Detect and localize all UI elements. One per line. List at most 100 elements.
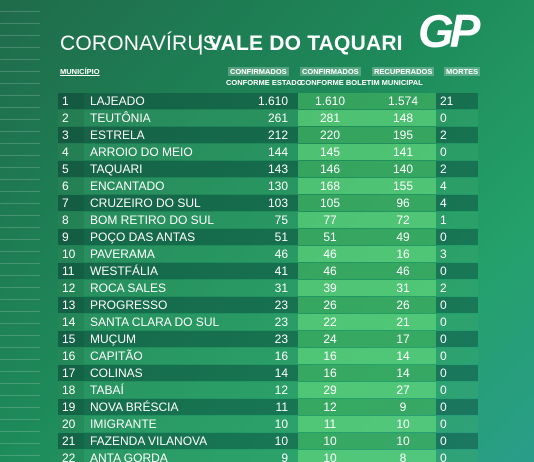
rank: 8 <box>62 213 69 227</box>
header-conforme-municipal: CONFORME BOLETIM MUNICIPAL <box>300 78 423 87</box>
highlight-band <box>298 416 436 432</box>
highlight-band <box>298 127 436 143</box>
mortes: 1 <box>440 213 447 227</box>
highlight-band <box>298 212 436 228</box>
table-row: 6 ENCANTADO 130 168 155 4 <box>58 178 478 194</box>
municipio: ANTA GORDA <box>90 451 168 462</box>
municipio: CAPITÃO <box>90 349 143 363</box>
mortes: 4 <box>440 179 447 193</box>
rank: 14 <box>62 315 76 329</box>
table-row: 13 PROGRESSO 23 26 26 0 <box>58 297 478 313</box>
mortes: 0 <box>440 332 447 346</box>
table-row: 16 CAPITÃO 16 16 14 0 <box>58 348 478 364</box>
highlight-band <box>298 331 436 347</box>
mortes: 0 <box>440 298 447 312</box>
recuperados: 195 <box>392 128 414 142</box>
mortes: 3 <box>440 247 447 261</box>
table-row: 5 TAQUARI 143 146 140 2 <box>58 161 478 177</box>
confirmados-estado: 14 <box>274 366 288 380</box>
confirmados-municipal: 12 <box>323 400 337 414</box>
confirmados-estado: 103 <box>267 196 288 210</box>
confirmados-municipal: 77 <box>323 213 337 227</box>
rank: 4 <box>62 145 69 159</box>
rank-band <box>58 450 84 462</box>
rank-band <box>58 382 84 398</box>
mortes: 0 <box>440 434 447 448</box>
municipio: BOM RETIRO DO SUL <box>90 213 215 227</box>
confirmados-municipal: 24 <box>323 332 337 346</box>
confirmados-estado: 75 <box>274 213 288 227</box>
highlight-band <box>298 399 436 415</box>
mortes: 4 <box>440 196 447 210</box>
header-confirmados-estado: CONFIRMADOS <box>228 67 289 76</box>
mortes: 0 <box>440 417 447 431</box>
confirmados-estado: 12 <box>274 383 288 397</box>
highlight-band <box>298 93 436 109</box>
confirmados-estado: 11 <box>275 400 288 414</box>
confirmados-municipal: 168 <box>319 179 341 193</box>
table-row: 8 BOM RETIRO DO SUL 75 77 72 1 <box>58 212 478 228</box>
title-separator: | <box>198 32 204 55</box>
municipio: PROGRESSO <box>90 298 168 312</box>
recuperados: 141 <box>392 145 414 159</box>
table-row: 22 ANTA GORDA 9 10 8 0 <box>58 450 478 462</box>
rank-band <box>58 229 84 245</box>
rank: 5 <box>62 162 69 176</box>
decor-lines <box>0 0 40 462</box>
mortes: 0 <box>440 383 447 397</box>
confirmados-estado: 41 <box>274 264 288 278</box>
rank-band <box>58 93 84 109</box>
confirmados-estado: 10 <box>274 417 288 431</box>
municipio: SANTA CLARA DO SUL <box>90 315 220 329</box>
confirmados-estado: 130 <box>267 179 288 193</box>
confirmados-estado: 144 <box>267 145 288 159</box>
rank-band <box>58 416 84 432</box>
municipio: ROCA SALES <box>90 281 167 295</box>
highlight-band <box>298 195 436 211</box>
mortes: 0 <box>440 349 447 363</box>
mortes: 2 <box>440 281 447 295</box>
table-row: 2 TEUTÔNIA 261 281 148 0 <box>58 110 478 126</box>
confirmados-municipal: 22 <box>323 315 337 329</box>
confirmados-municipal: 46 <box>323 264 337 278</box>
rank-band <box>58 365 84 381</box>
rank-band <box>58 331 84 347</box>
mortes: 0 <box>440 145 447 159</box>
recuperados: 21 <box>396 315 410 329</box>
rank: 2 <box>62 111 69 125</box>
header-mortes: MORTES <box>444 67 481 76</box>
confirmados-municipal: 39 <box>323 281 337 295</box>
highlight-band <box>298 161 436 177</box>
rank: 7 <box>62 196 69 210</box>
recuperados: 72 <box>396 213 410 227</box>
municipio: MUÇUM <box>90 332 136 346</box>
rank: 1 <box>62 94 69 108</box>
confirmados-municipal: 105 <box>319 196 341 210</box>
mortes: 0 <box>440 366 447 380</box>
header-municipio: MUNICÍPIO <box>60 67 100 76</box>
recuperados: 1.574 <box>387 94 419 108</box>
confirmados-estado: 46 <box>274 247 288 261</box>
rank-band <box>58 280 84 296</box>
mortes: 2 <box>440 128 447 142</box>
municipio: TEUTÔNIA <box>90 111 151 125</box>
municipio: ENCANTADO <box>90 179 165 193</box>
header-recuperados: RECUPERADOS <box>372 67 435 76</box>
municipio: NOVA BRÉSCIA <box>90 400 179 414</box>
mortes: 0 <box>440 315 447 329</box>
highlight-band <box>298 229 436 245</box>
confirmados-municipal: 46 <box>323 247 337 261</box>
confirmados-estado: 261 <box>267 111 288 125</box>
municipio: IMIGRANTE <box>90 417 157 431</box>
rank: 6 <box>62 179 69 193</box>
rank: 22 <box>62 451 76 462</box>
highlight-band <box>298 314 436 330</box>
municipio: COLINAS <box>90 366 143 380</box>
municipio: POÇO DAS ANTAS <box>90 230 196 244</box>
highlight-band <box>298 144 436 160</box>
recuperados: 148 <box>392 111 414 125</box>
municipio: CRUZEIRO DO SUL <box>90 196 201 210</box>
rank-band <box>58 212 84 228</box>
confirmados-municipal: 26 <box>323 298 337 312</box>
confirmados-municipal: 16 <box>323 349 337 363</box>
